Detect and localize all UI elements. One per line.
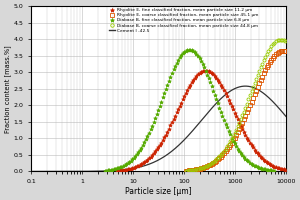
Legend: Rhyolite E, fine classified fraction, mean particle size 11.2 μm, Rhyolite E, co: Rhyolite E, fine classified fraction, me…	[108, 6, 260, 35]
X-axis label: Particle size [μm]: Particle size [μm]	[125, 187, 192, 196]
Y-axis label: Fraction content [mass.%]: Fraction content [mass.%]	[4, 45, 11, 133]
